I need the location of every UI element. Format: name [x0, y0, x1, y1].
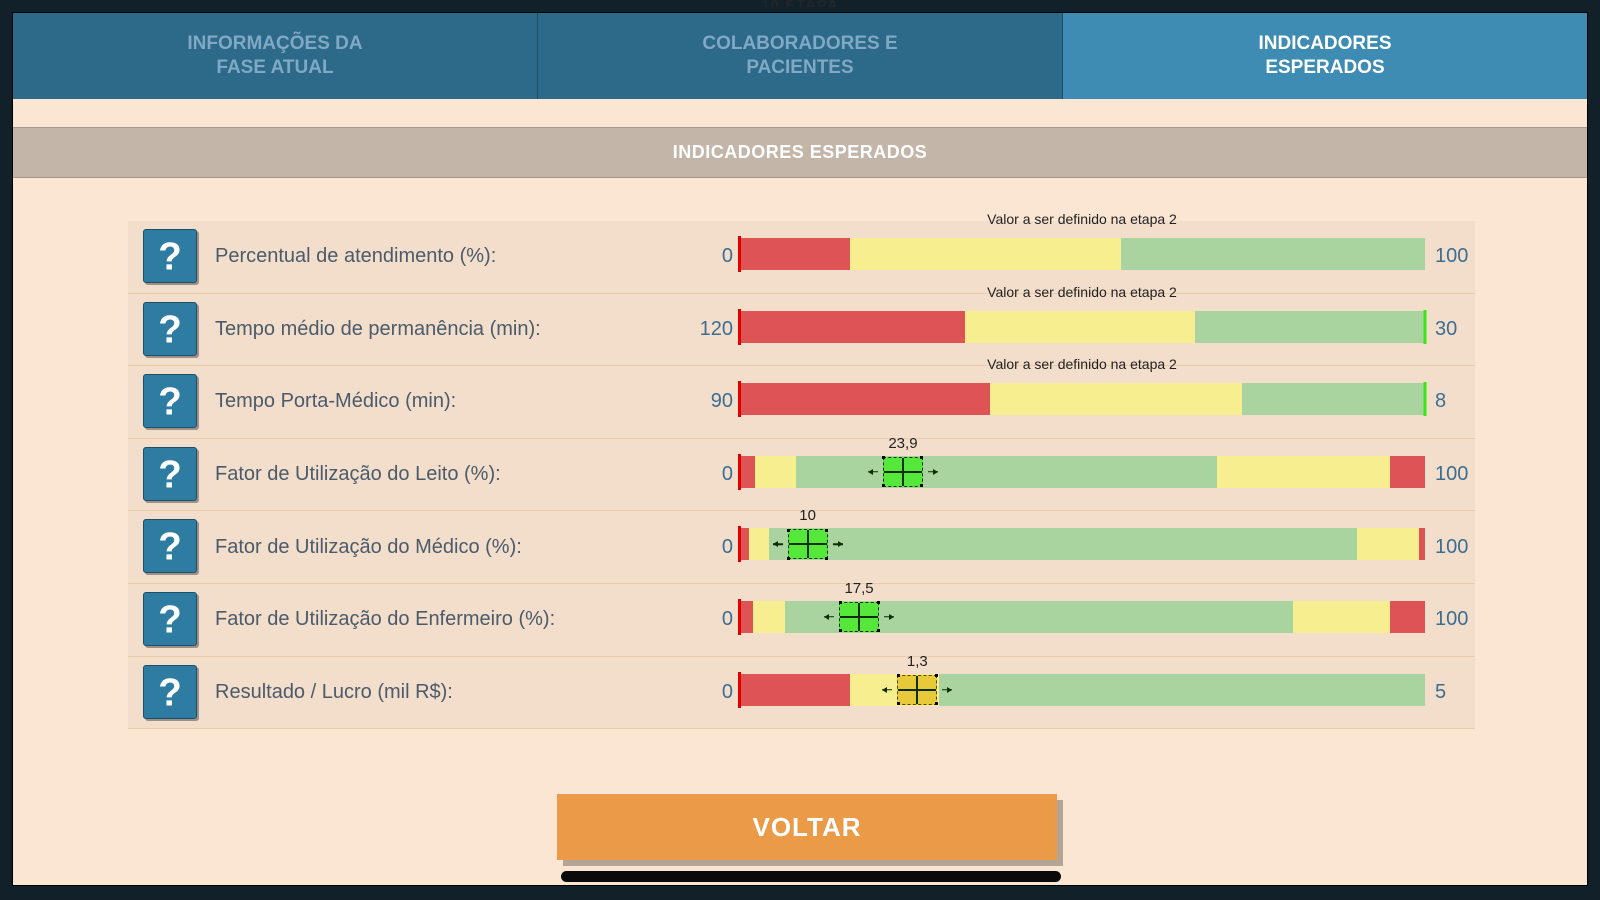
svg-text:?: ?: [158, 671, 182, 714]
svg-text:?: ?: [158, 381, 182, 424]
svg-text:?: ?: [158, 235, 182, 278]
svg-text:?: ?: [158, 526, 182, 569]
svg-text:?: ?: [158, 308, 182, 351]
svg-text:?: ?: [158, 453, 182, 496]
svg-text:?: ?: [158, 598, 182, 641]
